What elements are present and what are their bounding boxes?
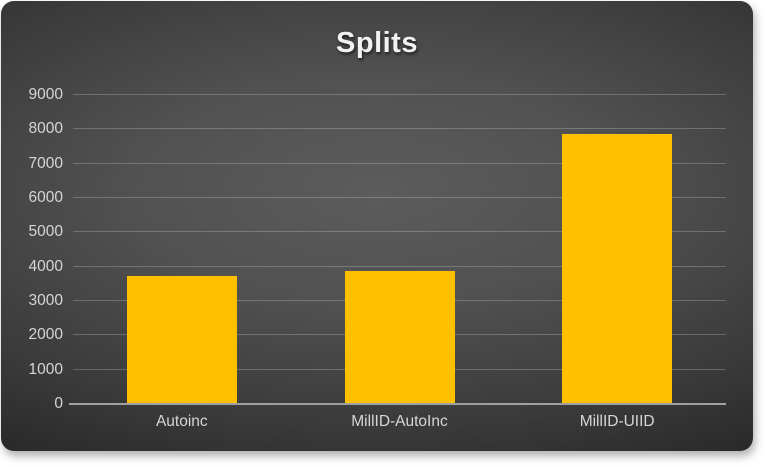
bar-autoinc bbox=[126, 275, 237, 404]
bar-millid-autoinc bbox=[344, 271, 455, 404]
gridline bbox=[73, 265, 726, 267]
x-category-label: MillID-UIID bbox=[579, 413, 655, 430]
plot-area bbox=[69, 94, 726, 405]
y-tick-label: 6000 bbox=[28, 189, 63, 206]
gridline bbox=[73, 162, 726, 164]
gridline bbox=[73, 197, 726, 198]
chart-container: Splits 0 1000 2000 3000 4000 5000 6000 7000 8000… bbox=[1, 1, 753, 451]
gridline bbox=[73, 128, 726, 130]
bar-millid-uiid bbox=[562, 133, 673, 404]
y-tick-label: 7000 bbox=[28, 154, 63, 172]
x-axis-line bbox=[69, 403, 726, 405]
y-tick-label: 2000 bbox=[28, 326, 63, 344]
y-tick-label: 4000 bbox=[28, 257, 63, 275]
y-tick-label: 9000 bbox=[28, 86, 63, 103]
chart-title: Splits bbox=[336, 27, 418, 59]
gridline bbox=[73, 231, 726, 233]
y-tick-label: 3000 bbox=[28, 292, 63, 309]
y-tick-label: 8000 bbox=[28, 120, 63, 138]
gridline bbox=[73, 94, 726, 95]
y-tick-label: 0 bbox=[54, 395, 63, 412]
x-category-label: MillID-AutoInc bbox=[351, 413, 448, 430]
y-tick-label: 5000 bbox=[28, 223, 63, 241]
y-tick-label: 1000 bbox=[28, 360, 63, 378]
x-category-label: Autoinc bbox=[155, 413, 208, 430]
